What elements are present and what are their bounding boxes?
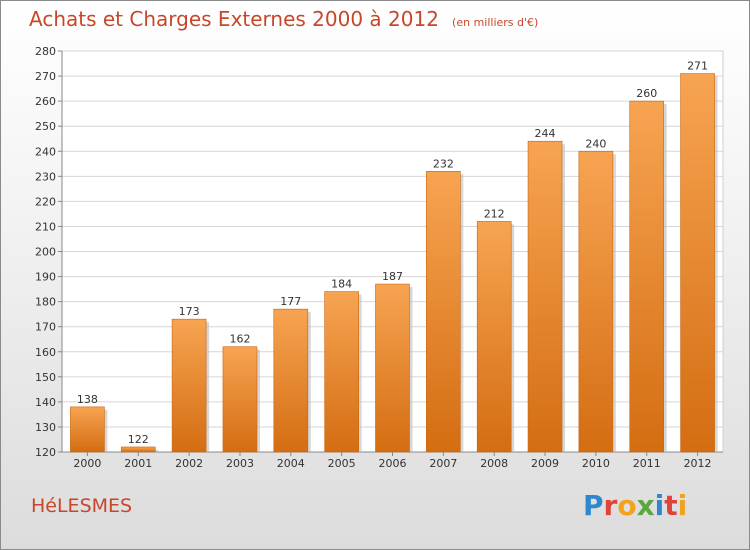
bar bbox=[273, 308, 309, 453]
y-tick-label: 230 bbox=[35, 170, 56, 183]
data-label: 271 bbox=[687, 60, 708, 73]
x-tick-label: 2007 bbox=[429, 457, 457, 470]
bar bbox=[578, 150, 614, 453]
bar bbox=[426, 171, 461, 453]
y-tick-label: 250 bbox=[35, 120, 56, 133]
y-tick-label: 270 bbox=[35, 70, 56, 83]
proxiti-logo: Proxiti bbox=[583, 489, 688, 522]
y-tick-label: 260 bbox=[35, 95, 56, 108]
y-tick-label: 240 bbox=[35, 145, 56, 158]
bar bbox=[120, 446, 156, 453]
data-label: 232 bbox=[433, 157, 454, 170]
y-tick-label: 220 bbox=[35, 195, 56, 208]
y-tick-label: 130 bbox=[35, 421, 56, 434]
y-tick-label: 180 bbox=[35, 296, 56, 309]
x-tick-label: 2006 bbox=[379, 457, 407, 470]
chart-title: Achats et Charges Externes 2000 à 2012 bbox=[29, 7, 439, 31]
x-tick-label: 2008 bbox=[480, 457, 508, 470]
bar bbox=[527, 140, 563, 453]
y-tick-label: 210 bbox=[35, 220, 56, 233]
x-tick-label: 2011 bbox=[633, 457, 661, 470]
data-label: 260 bbox=[636, 87, 657, 100]
bar bbox=[629, 100, 665, 453]
bar bbox=[476, 221, 512, 453]
x-tick-label: 2003 bbox=[226, 457, 254, 470]
x-tick-label: 2012 bbox=[684, 457, 712, 470]
bar bbox=[324, 291, 359, 453]
x-tick-label: 2000 bbox=[73, 457, 101, 470]
data-label: 212 bbox=[484, 207, 505, 220]
x-tick-label: 2005 bbox=[328, 457, 356, 470]
y-tick-label: 200 bbox=[35, 246, 56, 259]
y-tick-label: 190 bbox=[35, 271, 56, 284]
y-tick-label: 160 bbox=[35, 346, 56, 359]
x-tick-label: 2002 bbox=[175, 457, 203, 470]
x-tick-label: 2004 bbox=[277, 457, 305, 470]
data-label: 187 bbox=[382, 270, 403, 283]
bar bbox=[222, 346, 258, 453]
x-tick-label: 2010 bbox=[582, 457, 610, 470]
x-tick-label: 2001 bbox=[124, 457, 152, 470]
data-label: 173 bbox=[179, 305, 200, 318]
y-tick-label: 280 bbox=[35, 45, 56, 58]
commune-name: HéLESMES bbox=[31, 495, 133, 517]
data-label: 122 bbox=[128, 433, 149, 446]
y-tick-label: 140 bbox=[35, 396, 56, 409]
y-tick-label: 120 bbox=[35, 446, 56, 459]
bar bbox=[70, 406, 105, 453]
data-label: 244 bbox=[535, 127, 556, 140]
bar bbox=[680, 73, 715, 453]
x-tick-label: 2009 bbox=[531, 457, 559, 470]
data-label: 138 bbox=[77, 393, 98, 406]
data-label: 240 bbox=[585, 137, 606, 150]
y-tick-label: 150 bbox=[35, 371, 56, 384]
y-tick-label: 170 bbox=[35, 321, 56, 334]
data-label: 177 bbox=[280, 295, 301, 308]
bar bbox=[375, 283, 410, 453]
chart-subtitle: (en milliers d'€) bbox=[452, 16, 539, 29]
data-label: 162 bbox=[229, 333, 250, 346]
data-label: 184 bbox=[331, 278, 352, 291]
bar bbox=[171, 318, 207, 453]
title-row: Achats et Charges Externes 2000 à 2012 (… bbox=[29, 7, 538, 31]
